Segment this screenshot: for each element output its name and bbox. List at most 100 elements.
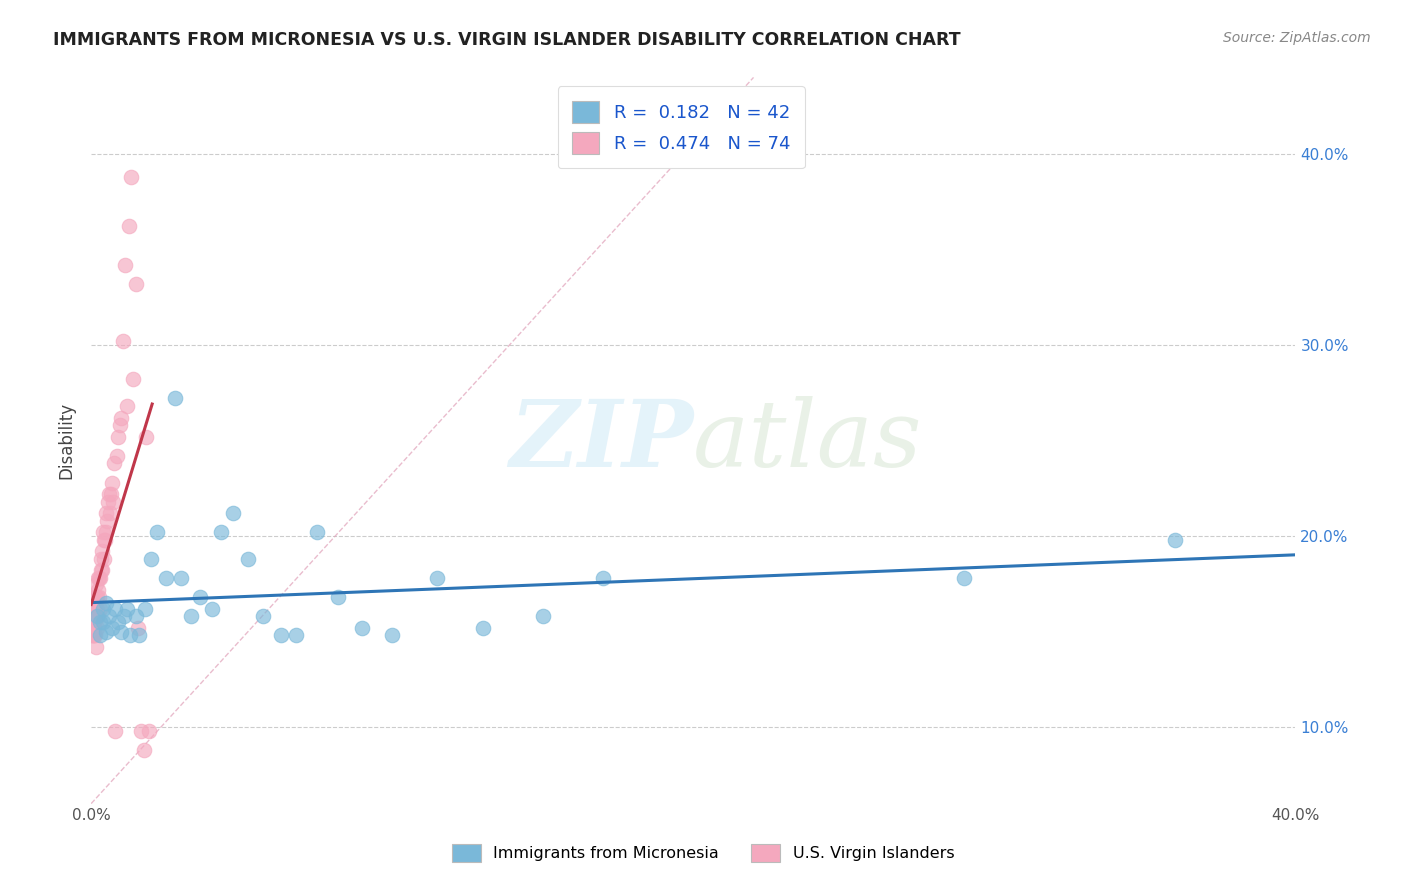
Point [87,609,110,624]
Point [83,591,105,605]
Y-axis label: Disability: Disability [58,402,75,479]
Point [426,571,449,585]
Point [89,571,111,585]
Point [86,609,108,624]
Point [84,628,107,642]
Point [90,564,112,578]
Point [179,609,201,624]
Point [135,430,157,444]
Legend: Immigrants from Micronesia, U.S. Virgin Islanders: Immigrants from Micronesia, U.S. Virgin … [446,838,960,868]
Point [146,525,169,540]
Point [94,525,117,540]
Point [83,601,105,615]
Point [89,615,111,629]
Point [127,621,149,635]
Point [104,601,127,615]
Point [101,494,124,508]
Point [209,525,232,540]
Point [83,609,105,624]
Point [91,601,114,615]
Point [83,601,105,615]
Point [112,609,135,624]
Point [96,624,118,639]
Point [141,552,163,566]
Point [1164,533,1187,547]
Point [953,571,976,585]
Point [86,591,108,605]
Point [104,724,127,739]
Point [326,591,349,605]
Point [120,169,142,184]
Point [134,601,156,615]
Point [96,514,118,528]
Point [96,506,118,520]
Point [89,591,111,605]
Point [86,609,108,624]
Point [200,601,222,615]
Point [284,628,307,642]
Point [82,628,104,642]
Point [98,609,121,624]
Text: ZIP: ZIP [509,395,693,485]
Point [115,399,138,413]
Point [91,615,114,629]
Point [84,609,107,624]
Point [125,609,148,624]
Text: IMMIGRANTS FROM MICRONESIA VS U.S. VIRGIN ISLANDER DISABILITY CORRELATION CHART: IMMIGRANTS FROM MICRONESIA VS U.S. VIRGI… [53,31,962,49]
Point [118,219,141,234]
Point [381,628,404,642]
Point [236,552,259,566]
Point [84,596,107,610]
Point [83,621,105,635]
Point [82,628,104,642]
Point [83,601,105,615]
Point [80,628,103,642]
Point [87,582,110,597]
Point [352,621,374,635]
Point [107,615,129,629]
Point [93,552,115,566]
Point [117,601,139,615]
Point [155,571,177,585]
Point [97,494,120,508]
Point [122,372,145,386]
Point [103,457,125,471]
Point [90,544,112,558]
Point [89,601,111,615]
Point [93,533,115,547]
Point [107,430,129,444]
Point [97,487,120,501]
Point [108,418,131,433]
Point [87,571,110,585]
Point [305,525,328,540]
Point [87,571,110,585]
Point [84,640,107,654]
Point [105,449,128,463]
Point [82,601,104,615]
Point [129,724,152,739]
Point [94,533,117,547]
Point [125,277,148,291]
Point [221,506,243,520]
Point [82,609,104,624]
Point [120,628,142,642]
Point [531,609,554,624]
Point [114,258,136,272]
Point [89,628,111,642]
Point [90,552,112,566]
Point [83,628,105,642]
Point [471,621,494,635]
Point [86,621,108,635]
Point [188,591,211,605]
Point [91,564,114,578]
Point [170,571,193,585]
Text: Source: ZipAtlas.com: Source: ZipAtlas.com [1223,31,1371,45]
Point [100,475,122,490]
Legend: R =  0.182   N = 42, R =  0.474   N = 74: R = 0.182 N = 42, R = 0.474 N = 74 [558,87,804,169]
Point [82,596,104,610]
Point [84,609,107,624]
Point [252,609,274,624]
Point [110,410,132,425]
Point [82,615,104,629]
Point [165,392,187,406]
